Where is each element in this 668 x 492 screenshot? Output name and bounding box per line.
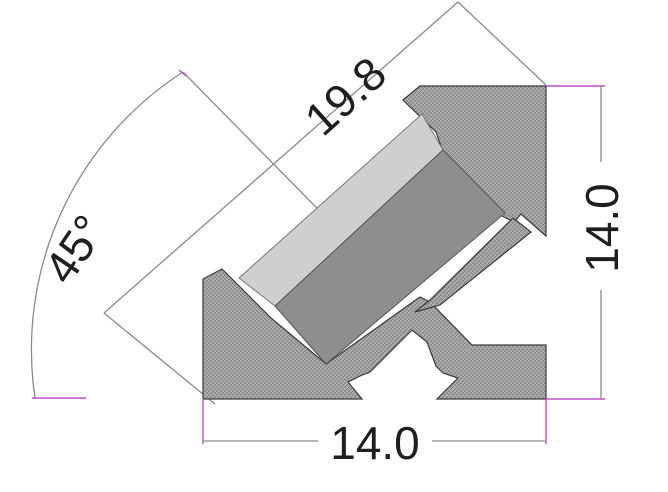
aluminium-profile [202,268,547,400]
angle-tick [178,69,187,77]
width-label: 14.0 [330,417,420,469]
diagonal-label: 19.8 [295,47,396,146]
profile-inner-web [414,217,532,313]
led-strip [274,149,506,365]
angle-arc [30,71,184,399]
diagonal-extension-lower [103,312,216,405]
angle-label: 45° [34,206,116,293]
diagonal-extension-right [457,1,547,86]
height-label: 14.0 [576,183,628,273]
diagonal-dimension-line [103,1,459,314]
